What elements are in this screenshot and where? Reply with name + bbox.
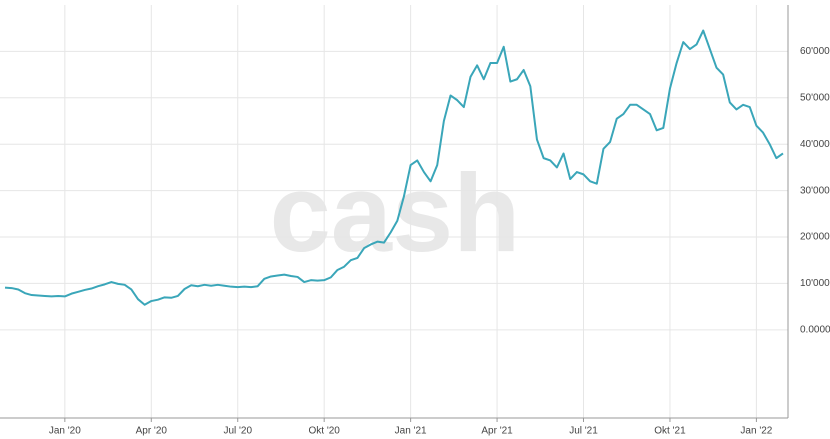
x-tick-label: Okt '20 xyxy=(308,426,340,437)
x-tick-label: Jan '21 xyxy=(395,426,427,437)
y-tick-label: 30'000 xyxy=(800,185,830,196)
y-tick-label: 40'000 xyxy=(800,139,830,150)
x-tick-label: Apr '20 xyxy=(136,426,168,437)
watermark: cash xyxy=(270,152,521,275)
x-tick-label: Jul '21 xyxy=(569,426,598,437)
x-tick-label: Okt '21 xyxy=(654,426,686,437)
y-tick-label: 60'000 xyxy=(800,46,830,57)
price-line xyxy=(4,29,784,306)
y-tick-label: 50'000 xyxy=(800,92,830,103)
y-tick-label: 0.0000 xyxy=(800,324,830,335)
x-tick-label: Jan '20 xyxy=(49,426,81,437)
y-tick-label: 10'000 xyxy=(800,278,830,289)
x-tick-label: Jan '22 xyxy=(740,426,772,437)
y-tick-label: 20'000 xyxy=(800,232,830,243)
x-tick-label: Jul '20 xyxy=(223,426,252,437)
x-tick-label: Apr '21 xyxy=(481,426,513,437)
